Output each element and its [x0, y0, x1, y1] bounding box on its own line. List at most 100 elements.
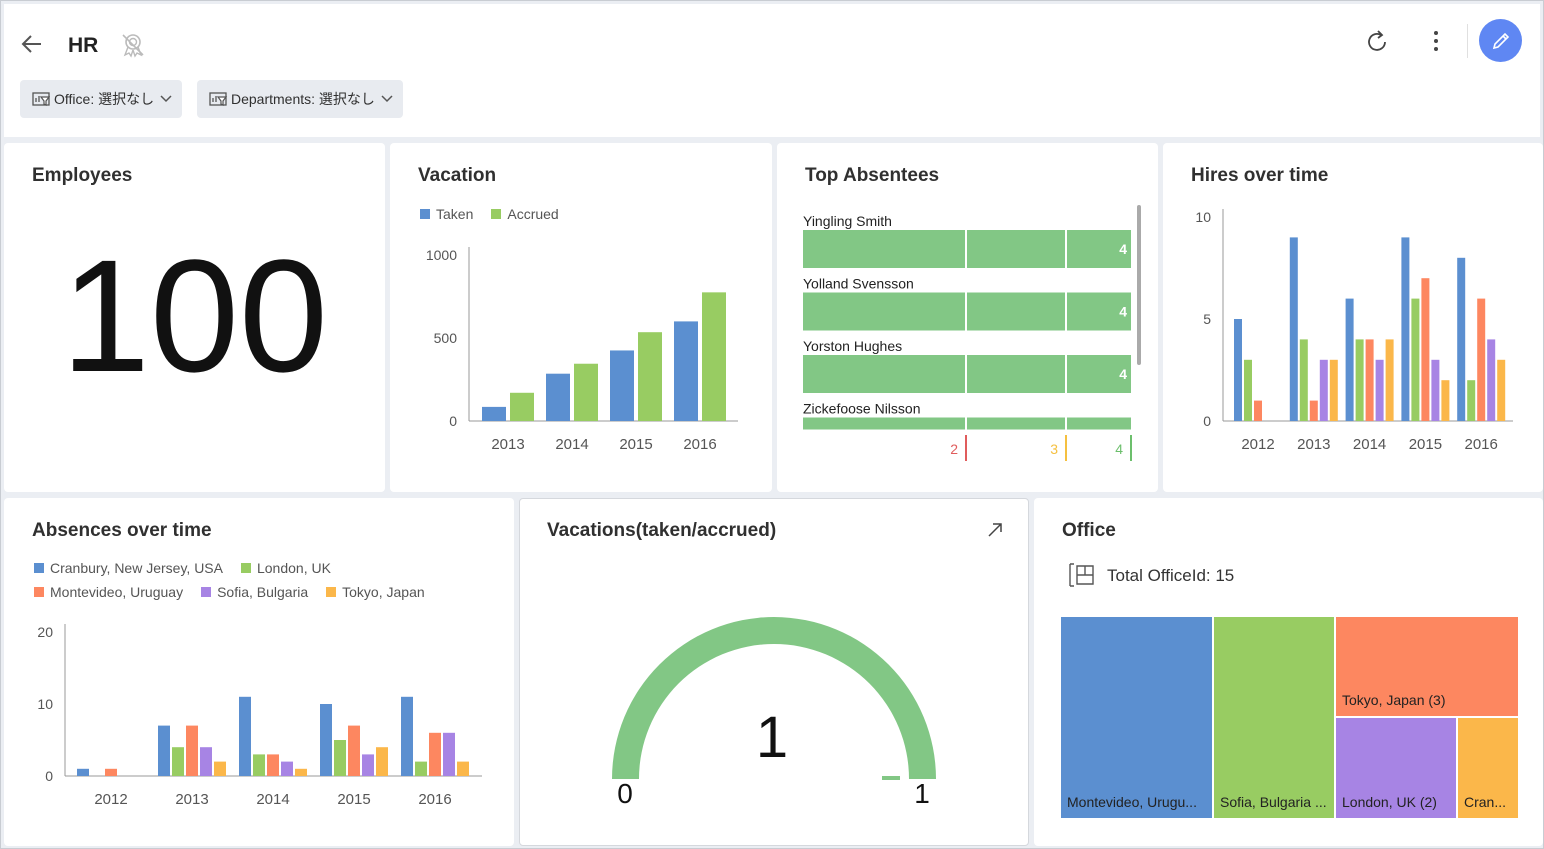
- bar: [376, 747, 388, 776]
- vacation-bar-chart: 0 500 1000 2013 2014 2015 2016: [426, 247, 738, 453]
- treemap-cell[interactable]: Tokyo, Japan (3): [1336, 617, 1518, 716]
- bar-value-label: 4: [1119, 366, 1127, 382]
- card-title: Vacations(taken/accrued): [547, 520, 777, 541]
- bar: [457, 761, 469, 776]
- scale-label: 4: [1115, 441, 1123, 457]
- chart-legend: Taken Accrued: [420, 206, 577, 222]
- card-title: Absences over time: [32, 520, 212, 541]
- bar: [1421, 278, 1430, 421]
- expand-button[interactable]: [982, 517, 1008, 543]
- treemap-icon: [1069, 563, 1094, 587]
- bar: [105, 768, 117, 776]
- bar: [1441, 380, 1450, 421]
- legend-label: Sofia, Bulgaria: [217, 584, 309, 600]
- y-tick-label: 10: [1195, 209, 1211, 225]
- y-tick-label: 10: [37, 696, 53, 712]
- treemap-cell[interactable]: Montevideo, Urugu...: [1061, 617, 1212, 818]
- x-tick-label: 2015: [1409, 436, 1442, 453]
- bar: [1365, 339, 1374, 421]
- legend-swatch: [34, 563, 44, 573]
- bar: [610, 350, 634, 421]
- bar: [253, 754, 265, 776]
- y-tick-label: 0: [45, 768, 53, 784]
- vacation-card[interactable]: Vacation Taken Accrued 0 500 1000 2013 2014 2…: [390, 143, 772, 492]
- absentee-name: Zickefoose Nilsson: [803, 401, 921, 417]
- kpi-value: 100: [61, 226, 328, 405]
- expand-arrow-icon: [988, 523, 1002, 537]
- edit-button[interactable]: [1479, 19, 1522, 62]
- legend-swatch: [201, 587, 212, 597]
- more-options-button[interactable]: [1422, 26, 1450, 56]
- bar: [281, 761, 293, 776]
- dashboard-title: HR: [68, 34, 99, 57]
- x-tick-label: 2013: [1297, 436, 1330, 453]
- pencil-icon: [1492, 32, 1509, 49]
- absences-card[interactable]: Absences over time Cranbury, New Jersey,…: [4, 498, 514, 846]
- office-filter[interactable]: Office: 選択なし: [20, 80, 183, 118]
- gauge-max-label: 1: [914, 778, 930, 809]
- bar: [510, 392, 534, 421]
- bar: [1487, 339, 1496, 421]
- y-tick-label: 20: [37, 624, 53, 640]
- y-tick-label: 0: [1203, 413, 1211, 429]
- gauge-arc: [612, 617, 936, 779]
- bar: [702, 292, 726, 421]
- vacations-gauge-card[interactable]: Vacations(taken/accrued) 1 0 1: [519, 498, 1029, 846]
- legend-swatch: [420, 209, 430, 219]
- chevron-down-icon: [160, 95, 172, 103]
- refresh-icon: [1368, 30, 1386, 51]
- legend-label: Montevideo, Uruguay: [50, 584, 184, 600]
- legend-label: Accrued: [507, 206, 559, 222]
- bar: [267, 754, 279, 776]
- card-title: Vacation: [418, 165, 497, 186]
- bar: [186, 725, 198, 776]
- departments-filter[interactable]: Departments: 選択なし: [197, 80, 403, 118]
- bar: [1289, 237, 1298, 421]
- x-tick-label: 2012: [94, 791, 127, 808]
- treemap-label: Cran...: [1464, 794, 1507, 810]
- treemap-cell[interactable]: London, UK (2): [1336, 718, 1456, 818]
- bar: [1345, 298, 1354, 421]
- treemap-cell[interactable]: Cran...: [1458, 718, 1518, 818]
- filter-icon: [209, 92, 227, 106]
- bar: [348, 725, 360, 776]
- bar: [320, 704, 332, 776]
- treemap-label: London, UK (2): [1342, 794, 1437, 810]
- office-card[interactable]: Office Total OfficeId: 15 Montevideo, Ur…: [1034, 498, 1543, 846]
- bar: [239, 696, 251, 776]
- bar: [1431, 359, 1440, 421]
- bar: [574, 363, 598, 421]
- chart-legend: Cranbury, New Jersey, USA London, UK: [34, 560, 349, 576]
- treemap-cell[interactable]: Sofia, Bulgaria ...: [1214, 617, 1334, 818]
- bar: [1319, 359, 1328, 421]
- bar: [674, 321, 698, 421]
- more-vertical-icon: [1434, 31, 1438, 51]
- y-tick-label: 500: [434, 330, 458, 346]
- departments-filter-label: Departments: 選択なし: [231, 91, 375, 107]
- certified-badge-button[interactable]: [118, 30, 148, 60]
- bar: [546, 373, 570, 421]
- back-button[interactable]: [18, 30, 46, 58]
- card-title: Hires over time: [1191, 165, 1329, 186]
- bar: [1355, 339, 1364, 421]
- treemap-label: Tokyo, Japan (3): [1342, 692, 1446, 708]
- x-tick-label: 2012: [1241, 436, 1274, 453]
- refresh-button[interactable]: [1362, 26, 1392, 56]
- treemap-label: Montevideo, Urugu...: [1067, 794, 1197, 810]
- dashboard-header: HR Office: 選択なし Departments: 選択なし: [4, 4, 1540, 137]
- bar: [158, 725, 170, 776]
- employees-card[interactable]: Employees 100: [4, 143, 385, 492]
- office-total: Total OfficeId: 15: [1107, 566, 1235, 585]
- bar: [401, 696, 413, 776]
- treemap-label: Sofia, Bulgaria ...: [1220, 794, 1327, 810]
- x-tick-label: 2013: [175, 791, 208, 808]
- top-absentees-card[interactable]: Top Absentees Yingling Smith 4 Yolland Sve…: [777, 143, 1158, 492]
- bar: [482, 406, 506, 421]
- x-tick-label: 2015: [619, 436, 652, 453]
- scrollbar[interactable]: [1137, 205, 1141, 365]
- office-filter-label: Office: 選択なし: [54, 91, 155, 107]
- legend-label: Taken: [436, 206, 474, 222]
- bar: [1477, 298, 1486, 421]
- hires-card[interactable]: Hires over time 0 5 10 2012 2013 2014 2015 2016: [1163, 143, 1543, 492]
- bar: [1497, 359, 1506, 421]
